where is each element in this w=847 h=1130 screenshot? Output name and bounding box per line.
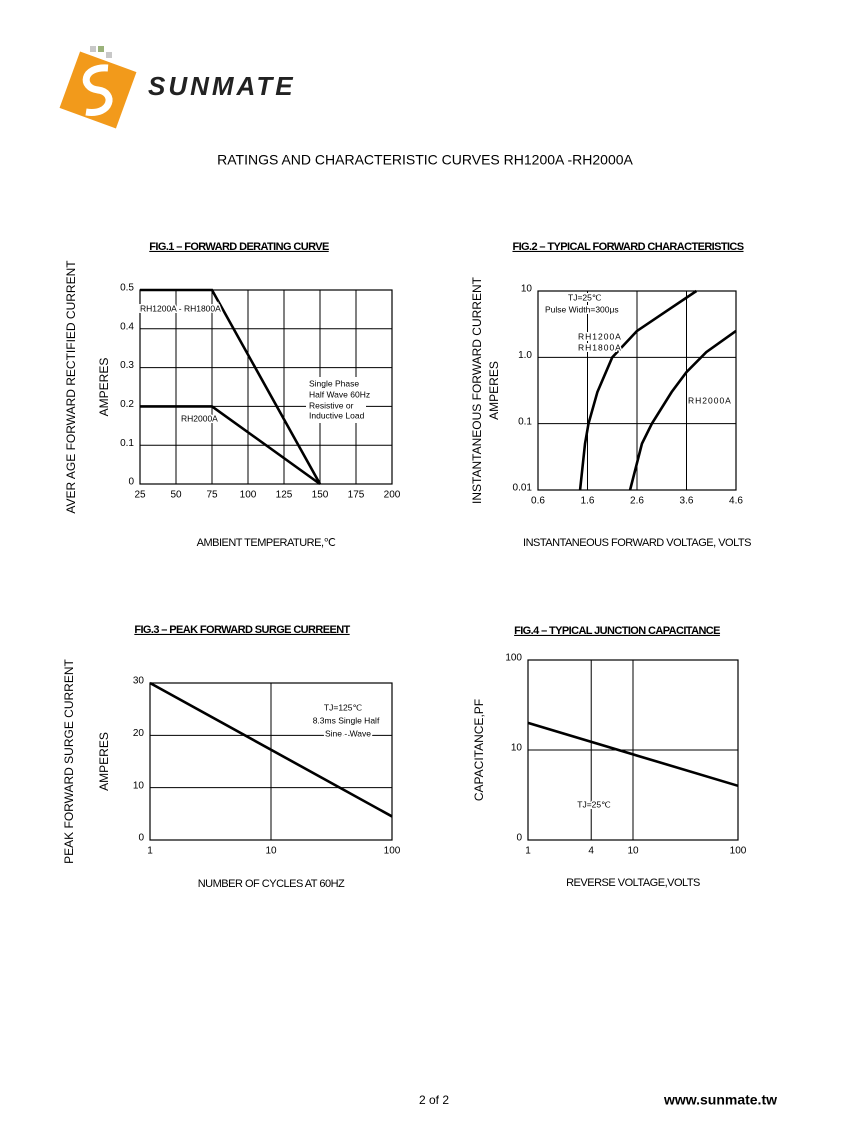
data-line bbox=[527, 721, 739, 788]
chart-title: FIG.1 – FORWARD DERATING CURVE bbox=[149, 241, 329, 253]
y-tick-label: 20 bbox=[133, 728, 145, 739]
chart-title: FIG.4 – TYPICAL JUNCTION CAPACITANCE bbox=[514, 625, 720, 637]
y-axis-label: PEAK FORWARD SURGE CURRENT bbox=[62, 658, 76, 863]
x-tick-label: 1 bbox=[525, 846, 531, 857]
x-tick-label: 10 bbox=[627, 846, 639, 857]
data-line bbox=[140, 288, 322, 485]
annotation: Sine - Wave bbox=[325, 728, 371, 738]
page-title: RATINGS AND CHARACTERISTIC CURVES RH1200… bbox=[217, 152, 633, 168]
y-tick-label: 10 bbox=[133, 780, 145, 791]
annotation: TJ=25℃ bbox=[568, 292, 602, 302]
annotation: TJ=125℃ bbox=[324, 702, 363, 712]
x-tick-label: 3.6 bbox=[680, 496, 694, 507]
plot-frame bbox=[139, 289, 393, 485]
x-tick-label: 150 bbox=[312, 490, 329, 501]
annotation: Inductive Load bbox=[309, 410, 365, 420]
y-tick-label: 0 bbox=[138, 833, 144, 844]
chart-title: FIG.3 – PEAK FORWARD SURGE CURREENT bbox=[134, 624, 350, 636]
series-label: RH1200A bbox=[578, 331, 622, 341]
x-tick-label: 200 bbox=[384, 490, 401, 501]
series-label: RH1800A bbox=[578, 342, 622, 352]
annotation: TJ=25℃ bbox=[577, 799, 611, 809]
x-tick-label: 1 bbox=[147, 846, 153, 857]
x-tick-label: 50 bbox=[170, 490, 182, 501]
page-number: 2 of 2 bbox=[419, 1093, 449, 1107]
x-tick-label: 4 bbox=[588, 846, 594, 857]
x-tick-label: 100 bbox=[240, 490, 257, 501]
y-axis-unit: AMPERES bbox=[97, 358, 111, 417]
y-tick-label: 0 bbox=[516, 833, 522, 844]
y-tick-label: 0.1 bbox=[518, 416, 532, 427]
annotation: Single Phase bbox=[309, 378, 359, 388]
annotation: Pulse Width=300μs bbox=[545, 304, 619, 314]
x-axis-label: REVERSE VOLTAGE,VOLTS bbox=[566, 877, 700, 889]
x-axis-label: NUMBER OF CYCLES AT 60HZ bbox=[198, 878, 345, 890]
plot-frame bbox=[527, 659, 739, 841]
data-line bbox=[140, 405, 321, 486]
plot-frame bbox=[149, 682, 393, 841]
y-axis-label: INSTANTANEOUS FORWARD CURRENT bbox=[470, 276, 484, 504]
data-line bbox=[149, 681, 393, 818]
y-tick-label: 0.5 bbox=[120, 283, 134, 294]
logo-mark bbox=[59, 46, 137, 129]
x-tick-label: 25 bbox=[134, 490, 146, 501]
annotation: Resistive or bbox=[309, 400, 354, 410]
x-axis-label: AMBIENT TEMPERATURE,℃ bbox=[197, 537, 336, 549]
x-tick-label: 75 bbox=[206, 490, 218, 501]
x-tick-label: 175 bbox=[348, 490, 365, 501]
y-tick-label: 10 bbox=[521, 284, 533, 295]
series-label: RH2000A bbox=[181, 413, 218, 423]
note-box bbox=[306, 377, 366, 423]
annotation: Half Wave 60Hz bbox=[309, 389, 370, 399]
y-axis-label: AVER AGE FORWARD RECTIFIED CURRENT bbox=[64, 260, 78, 514]
y-tick-label: 0.4 bbox=[120, 321, 134, 332]
x-axis-label: INSTANTANEOUS FORWARD VOLTAGE, VOLTS bbox=[523, 537, 751, 549]
series-label: RH2000A bbox=[688, 395, 732, 405]
series-label: RH1200A - RH1800A bbox=[140, 303, 221, 313]
annotation: 8.3ms Single Half bbox=[313, 715, 380, 725]
data-line bbox=[628, 329, 737, 491]
x-tick-label: 0.6 bbox=[531, 496, 545, 507]
x-tick-label: 10 bbox=[265, 846, 277, 857]
y-tick-label: 30 bbox=[133, 676, 145, 687]
x-tick-label: 125 bbox=[276, 490, 293, 501]
website: www.sunmate.tw bbox=[663, 1092, 777, 1108]
y-axis-label: CAPACITANCE,PF bbox=[472, 699, 486, 801]
plot-frame bbox=[537, 290, 737, 491]
x-tick-label: 2.6 bbox=[630, 496, 644, 507]
y-tick-label: 0.1 bbox=[120, 438, 134, 449]
data-line bbox=[578, 289, 698, 491]
x-tick-label: 1.6 bbox=[581, 496, 595, 507]
y-tick-label: 1.0 bbox=[518, 350, 532, 361]
chart-title: FIG.2 – TYPICAL FORWARD CHARACTERISTICS bbox=[512, 241, 743, 253]
y-tick-label: 0.3 bbox=[120, 360, 134, 371]
y-tick-label: 0 bbox=[128, 477, 134, 488]
logo-text: SUNMATE bbox=[148, 71, 296, 101]
y-tick-label: 0.01 bbox=[513, 483, 533, 494]
y-tick-label: 0.2 bbox=[120, 399, 134, 410]
x-tick-label: 4.6 bbox=[729, 496, 743, 507]
x-tick-label: 100 bbox=[730, 846, 747, 857]
y-tick-label: 10 bbox=[511, 743, 523, 754]
y-tick-label: 100 bbox=[505, 653, 522, 664]
y-axis-unit: AMPERES bbox=[487, 361, 501, 420]
y-axis-unit: AMPERES bbox=[97, 732, 111, 791]
x-tick-label: 100 bbox=[384, 846, 401, 857]
